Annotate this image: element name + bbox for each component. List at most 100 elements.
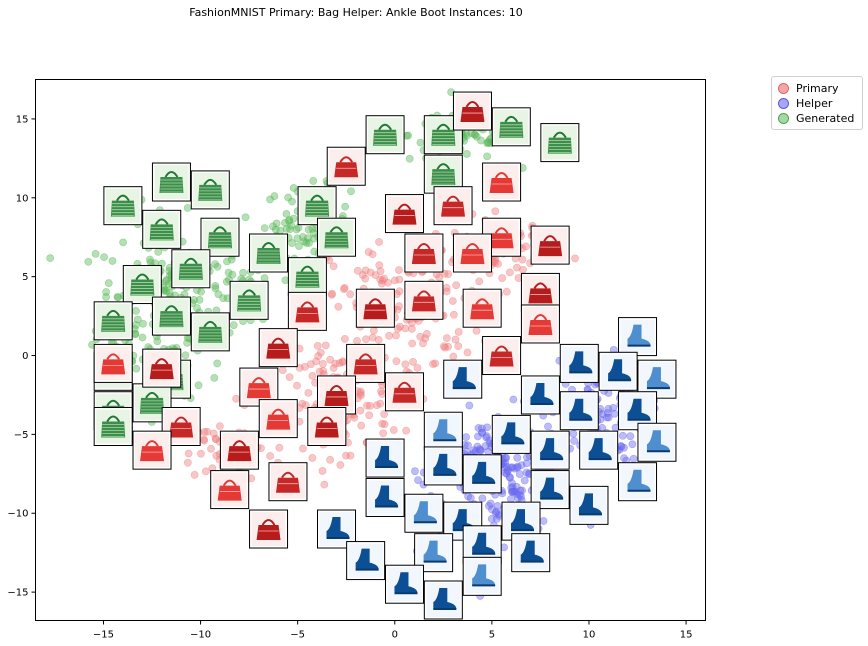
point-generated bbox=[119, 238, 128, 247]
point-generated bbox=[308, 224, 317, 233]
point-primary bbox=[200, 436, 209, 445]
point-generated bbox=[288, 197, 296, 206]
point-primary bbox=[408, 325, 416, 333]
point-generated bbox=[162, 275, 171, 284]
point-primary bbox=[365, 411, 374, 420]
generated-thumbnail bbox=[317, 217, 357, 257]
point-primary bbox=[321, 341, 330, 350]
point-generated bbox=[271, 225, 280, 234]
boot-thumbnail bbox=[637, 422, 677, 462]
point-generated bbox=[211, 282, 220, 290]
point-generated bbox=[104, 279, 113, 288]
point-primary bbox=[356, 389, 365, 398]
point-primary bbox=[313, 341, 322, 350]
point-generated bbox=[194, 381, 203, 390]
generated-thumbnail bbox=[423, 154, 463, 194]
point-helper bbox=[493, 502, 502, 510]
point-generated bbox=[132, 364, 141, 373]
point-helper bbox=[486, 499, 495, 508]
bag-thumbnail bbox=[210, 470, 250, 510]
point-primary bbox=[201, 467, 210, 476]
point-primary bbox=[494, 259, 502, 268]
legend-label-helper: Helper bbox=[796, 96, 833, 110]
bag-thumbnail bbox=[482, 336, 522, 376]
point-helper bbox=[620, 454, 628, 463]
boot-thumbnail bbox=[491, 414, 531, 454]
bag-thumbnail bbox=[132, 430, 172, 470]
boot-thumbnail bbox=[569, 485, 609, 525]
boot-thumbnail bbox=[530, 430, 570, 470]
point-helper bbox=[520, 476, 529, 485]
point-helper bbox=[626, 432, 635, 441]
point-helper bbox=[509, 395, 518, 404]
legend: Primary Helper Generated bbox=[771, 76, 863, 130]
point-generated bbox=[100, 253, 108, 262]
point-generated bbox=[289, 184, 298, 192]
point-primary bbox=[357, 421, 366, 430]
point-helper bbox=[487, 514, 496, 523]
point-primary bbox=[421, 334, 430, 343]
legend-marker-generated bbox=[778, 112, 789, 124]
axes-frame bbox=[35, 79, 706, 621]
point-helper bbox=[505, 473, 514, 481]
point-primary bbox=[380, 274, 389, 283]
point-generated bbox=[309, 177, 318, 185]
point-primary bbox=[378, 419, 387, 428]
point-primary bbox=[385, 331, 393, 340]
point-helper bbox=[478, 494, 487, 503]
point-primary bbox=[375, 261, 384, 270]
point-helper bbox=[482, 432, 491, 441]
x-tick-label: 10 bbox=[583, 630, 596, 641]
point-primary bbox=[366, 401, 374, 410]
point-primary bbox=[363, 401, 371, 410]
point-primary bbox=[475, 277, 484, 286]
point-generated bbox=[304, 225, 313, 234]
point-primary bbox=[353, 336, 361, 345]
point-generated bbox=[102, 288, 111, 296]
generated-thumbnail bbox=[93, 301, 133, 341]
generated-thumbnail bbox=[151, 296, 191, 336]
boot-thumbnail bbox=[637, 359, 677, 399]
point-primary bbox=[419, 339, 427, 348]
point-primary bbox=[232, 394, 241, 403]
y-tick-label: 10 bbox=[16, 193, 29, 204]
point-primary bbox=[275, 443, 284, 452]
point-primary bbox=[402, 426, 411, 435]
boot-thumbnail bbox=[346, 541, 386, 581]
generated-thumbnail bbox=[190, 170, 230, 210]
point-primary bbox=[215, 422, 224, 431]
point-generated bbox=[416, 138, 425, 147]
point-primary bbox=[356, 406, 365, 415]
bag-thumbnail bbox=[142, 348, 182, 388]
point-primary bbox=[328, 289, 336, 298]
point-generated bbox=[269, 222, 277, 231]
point-helper bbox=[513, 453, 522, 462]
point-helper bbox=[465, 401, 474, 410]
point-generated bbox=[260, 274, 269, 283]
point-primary bbox=[390, 276, 399, 285]
boot-thumbnail bbox=[365, 477, 405, 517]
point-generated bbox=[223, 257, 231, 266]
x-tick-label: −5 bbox=[290, 630, 305, 641]
point-generated bbox=[289, 214, 298, 223]
boot-thumbnail bbox=[384, 564, 424, 604]
point-primary bbox=[346, 290, 355, 299]
point-primary bbox=[513, 263, 521, 272]
point-generated bbox=[260, 224, 269, 233]
point-generated bbox=[347, 187, 355, 196]
bag-thumbnail bbox=[404, 280, 444, 320]
point-helper bbox=[628, 440, 637, 449]
point-primary bbox=[346, 451, 355, 460]
point-helper bbox=[476, 446, 485, 455]
point-helper bbox=[462, 447, 471, 456]
point-primary bbox=[211, 435, 220, 444]
point-helper bbox=[414, 476, 422, 484]
boot-thumbnail bbox=[598, 351, 638, 391]
bag-thumbnail bbox=[268, 462, 308, 502]
point-primary bbox=[392, 331, 400, 340]
bag-thumbnail bbox=[462, 288, 502, 328]
boot-thumbnail bbox=[365, 438, 405, 478]
point-generated bbox=[46, 254, 55, 263]
x-tick-label: −15 bbox=[93, 630, 114, 641]
y-tick-label: −5 bbox=[14, 430, 29, 441]
